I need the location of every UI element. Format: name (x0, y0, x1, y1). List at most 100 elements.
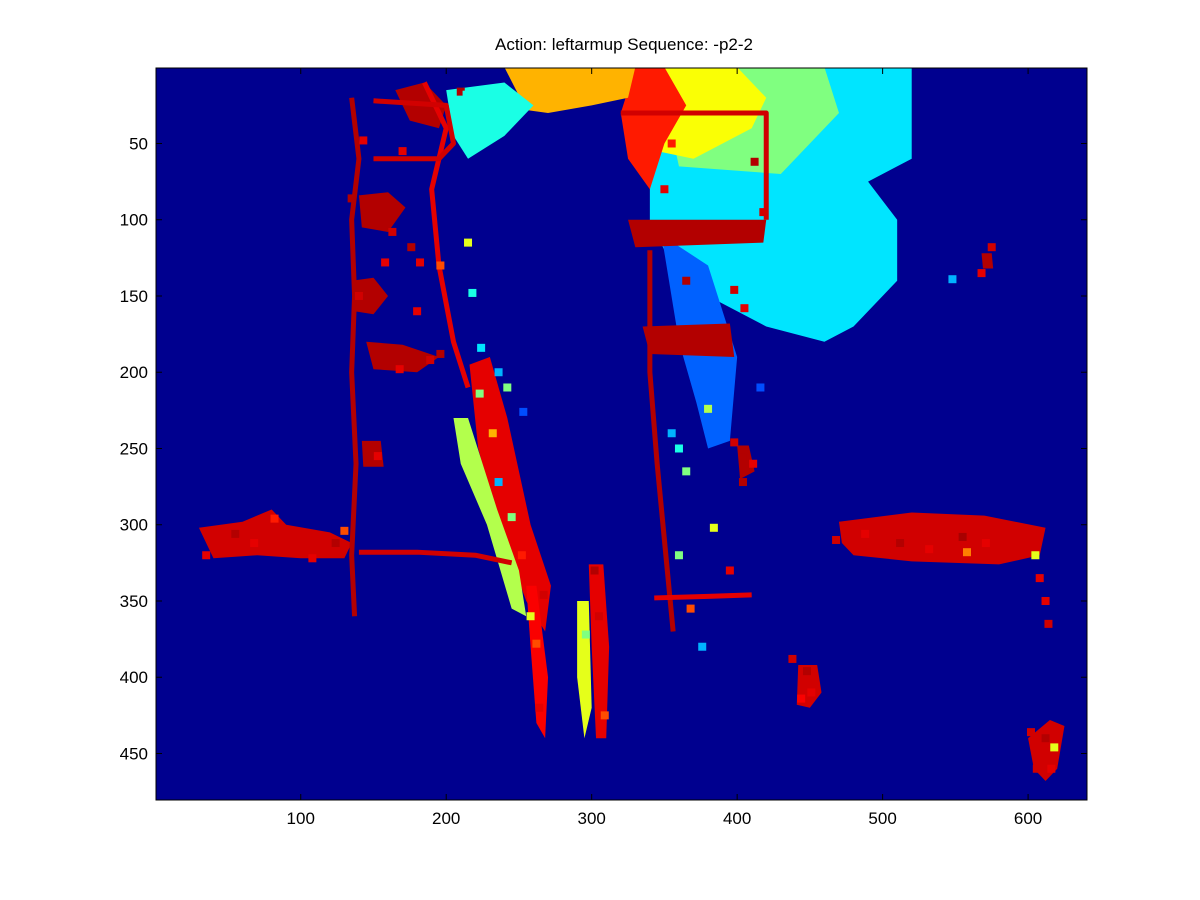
heatmap-cell-82 (503, 383, 512, 392)
heatmap-cell-5 (354, 291, 363, 300)
heatmap-cell-62 (948, 275, 957, 284)
heatmap-cell-73 (395, 365, 404, 374)
heatmap-cell-59 (1032, 764, 1041, 773)
y-tick-label: 50 (129, 134, 148, 153)
heatmap-cell-75 (416, 258, 425, 267)
heatmap-region-11 (588, 564, 610, 739)
heatmap-region-6 (446, 82, 534, 159)
heatmap-cell-58 (1047, 764, 1056, 773)
heatmap-cell-27 (730, 438, 739, 447)
heatmap-cell-53 (807, 688, 816, 697)
heatmap-cell-12 (494, 478, 503, 487)
heatmap-region-10 (526, 585, 549, 739)
heatmap-cell-34 (925, 545, 934, 554)
y-axis: 50 100 150 200 250 300 350 400 450 (120, 134, 1087, 763)
heatmap-region-9 (453, 417, 527, 617)
heatmap-edge-2 (373, 98, 456, 162)
heatmap-cell-52 (802, 667, 811, 676)
y-tick-label: 300 (120, 516, 148, 535)
heatmap-cell-36 (962, 548, 971, 557)
heatmap-region-5 (504, 68, 636, 113)
heatmap-cell-42 (1044, 619, 1053, 628)
heatmap-cell-8 (464, 238, 473, 247)
x-tick-label: 100 (287, 809, 315, 828)
heatmap-cell-10 (475, 389, 484, 398)
heatmap-cell-14 (517, 551, 526, 560)
heatmap-cell-2 (398, 147, 407, 156)
heatmap-cell-6 (363, 444, 372, 453)
heatmap-cell-76 (436, 261, 445, 270)
heatmap-cell-15 (539, 590, 548, 599)
heatmap-cell-69 (660, 185, 669, 194)
heatmap-cell-30 (738, 478, 747, 487)
heatmap-cell-63 (682, 276, 691, 285)
heatmap-cell-79 (347, 194, 356, 203)
heatmap-region-24 (981, 253, 994, 269)
heatmap-region-17 (351, 277, 389, 315)
heatmap-cell-33 (896, 539, 905, 548)
heatmap-cell-57 (1050, 743, 1059, 752)
heatmap-cell-64 (730, 285, 739, 294)
heatmap-cell-40 (1035, 574, 1044, 583)
heatmap-cell-80 (477, 343, 486, 352)
heatmap-region-19 (366, 341, 439, 373)
heatmap-cell-16 (526, 612, 535, 621)
heatmap-cell-87 (756, 383, 765, 392)
heatmap-cell-22 (600, 711, 609, 720)
plot-background (156, 68, 1087, 800)
heatmap-cell-45 (250, 539, 259, 548)
heatmap-cell-24 (667, 429, 676, 438)
heatmap-cell-19 (590, 566, 599, 575)
heatmap-cell-85 (709, 523, 718, 532)
heatmap-cell-89 (686, 604, 695, 613)
plot-area: 100 200 300 400 500 600 50 100 150 200 250 300 350 4… (120, 67, 1088, 828)
heatmap-cell-38 (1009, 542, 1018, 551)
heatmap-cell-4 (413, 307, 422, 316)
chart-title: Action: leftarmup Sequence: -p2-2 (495, 35, 753, 54)
heatmap-cell-60 (987, 243, 996, 252)
axes-frame (155, 67, 1088, 801)
x-tick-label: 400 (723, 809, 751, 828)
x-axis: 100 200 300 400 500 600 (287, 68, 1042, 828)
heatmap-cell-17 (532, 639, 541, 648)
x-tick-label: 200 (432, 809, 460, 828)
heatmap-cell-83 (519, 407, 528, 416)
heatmap-cell-51 (788, 654, 797, 663)
heatmap-cell-56 (1041, 734, 1050, 743)
heatmap-cell-77 (381, 258, 390, 267)
heatmap-cell-1 (462, 90, 471, 99)
y-tick-label: 450 (120, 744, 148, 763)
heatmap-cell-11 (488, 429, 497, 438)
heatmap-cell-78 (359, 136, 368, 145)
heatmap-cell-41 (1041, 596, 1050, 605)
heatmap-cell-49 (331, 539, 340, 548)
heatmap-cell-32 (861, 529, 870, 538)
heatmap-cell-21 (597, 665, 606, 674)
heatmap-cell-3 (388, 227, 397, 236)
heatmap-cell-46 (270, 514, 279, 523)
heatmap-cell-26 (682, 467, 691, 476)
heatmap-cell-20 (594, 612, 603, 621)
y-tick-label: 250 (120, 439, 148, 458)
heatmap-cell-81 (494, 368, 503, 377)
heatmap-cell-31 (832, 535, 841, 544)
heatmap-cell-18 (535, 703, 544, 712)
heatmap-edge-1 (422, 81, 471, 389)
heatmap-region-21 (628, 219, 767, 248)
heatmap-region-3 (620, 68, 687, 190)
x-tick-label: 500 (868, 809, 896, 828)
heatmap-cell-50 (340, 526, 349, 535)
heatmap-cell-86 (725, 566, 734, 575)
heatmap-cell-71 (436, 349, 445, 358)
heatmap-region-8 (469, 356, 551, 632)
heatmap-cell-23 (581, 630, 590, 639)
heatmap-cell-7 (373, 452, 382, 461)
heatmap-edge-3 (620, 110, 769, 220)
y-tick-label: 100 (120, 211, 148, 230)
heatmap-cell-68 (759, 208, 768, 217)
heatmap-cell-84 (704, 404, 713, 413)
heatmap-cell-67 (750, 157, 759, 166)
heatmap-cell-13 (507, 513, 516, 522)
heatmap-cell-48 (308, 554, 317, 563)
